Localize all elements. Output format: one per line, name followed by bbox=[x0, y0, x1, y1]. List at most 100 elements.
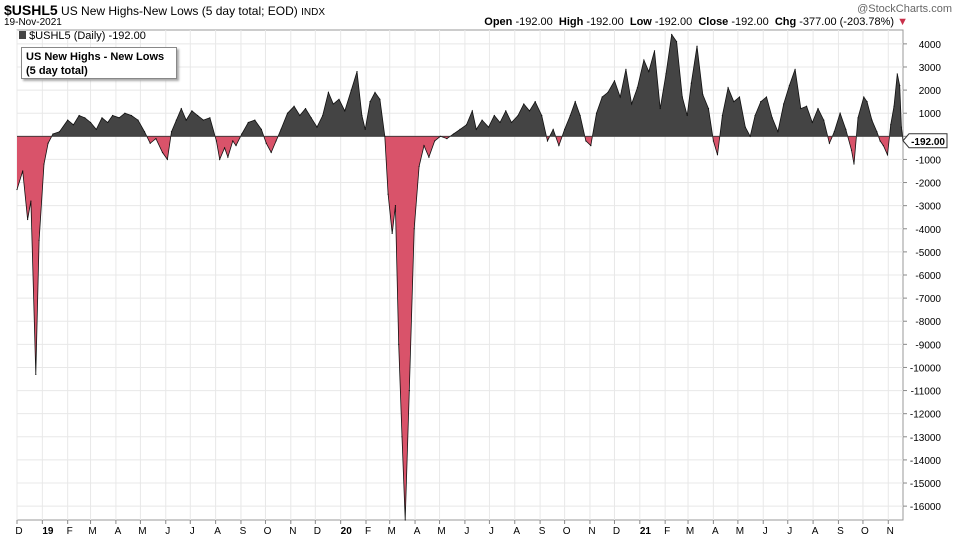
down-arrow-icon: ▼ bbox=[897, 16, 908, 28]
open-value: -192.00 bbox=[515, 16, 553, 28]
data-point bbox=[601, 96, 603, 98]
data-point bbox=[166, 158, 168, 161]
x-tick-label: A bbox=[513, 526, 520, 537]
data-point bbox=[27, 218, 29, 221]
data-point bbox=[590, 144, 592, 147]
y-tick-label: -7000 bbox=[915, 294, 941, 305]
data-point bbox=[232, 140, 234, 142]
data-point bbox=[702, 94, 704, 96]
data-point bbox=[465, 124, 468, 126]
data-point bbox=[350, 89, 352, 91]
chg-value: -377.00 (-203.78%) bbox=[799, 16, 895, 28]
data-point bbox=[800, 107, 802, 110]
data-point bbox=[149, 142, 151, 144]
data-point bbox=[569, 114, 571, 117]
data-point bbox=[607, 91, 609, 94]
data-point bbox=[896, 73, 898, 75]
data-point bbox=[202, 119, 204, 121]
data-point bbox=[574, 101, 576, 103]
data-point bbox=[247, 121, 249, 124]
data-point bbox=[78, 114, 80, 117]
data-point bbox=[716, 154, 719, 156]
legend-line-2: (5 day total) bbox=[26, 65, 88, 77]
x-tick-label: N bbox=[887, 526, 894, 537]
chart-title: $USHL5 US New Highs-New Lows (5 day tota… bbox=[4, 2, 325, 18]
x-tick-label: F bbox=[365, 526, 371, 537]
data-point bbox=[900, 126, 902, 128]
x-tick-label: A bbox=[812, 526, 819, 537]
data-point bbox=[534, 101, 536, 103]
x-tick-label: A bbox=[712, 526, 719, 537]
data-point bbox=[322, 114, 324, 117]
data-point bbox=[564, 128, 566, 130]
legend-box: US New Highs - New Lows (5 day total) bbox=[21, 47, 177, 79]
data-point bbox=[418, 165, 420, 167]
data-point bbox=[696, 45, 698, 47]
data-point bbox=[893, 105, 895, 107]
data-point bbox=[265, 142, 267, 144]
y-tick-label: 3000 bbox=[919, 63, 942, 74]
data-point bbox=[744, 126, 746, 128]
x-tick-label: M bbox=[138, 526, 146, 537]
x-tick-label: A bbox=[414, 526, 421, 537]
data-point bbox=[185, 119, 187, 121]
data-point bbox=[16, 188, 18, 191]
data-point bbox=[391, 232, 393, 234]
low-label: Low bbox=[629, 16, 652, 28]
data-point bbox=[293, 105, 295, 107]
data-point bbox=[316, 126, 318, 128]
data-point bbox=[648, 71, 650, 73]
data-point bbox=[528, 110, 531, 112]
data-point bbox=[137, 119, 139, 121]
data-point bbox=[876, 131, 878, 133]
data-point bbox=[866, 101, 868, 103]
x-tick-label: S bbox=[837, 526, 844, 537]
data-point bbox=[690, 82, 692, 84]
data-point bbox=[170, 131, 173, 133]
data-point bbox=[118, 117, 120, 119]
positive-area bbox=[17, 34, 903, 137]
high-value: -192.00 bbox=[586, 16, 624, 28]
data-point bbox=[452, 133, 455, 135]
x-tick-label: S bbox=[240, 526, 247, 537]
y-tick-label: 4000 bbox=[919, 40, 942, 51]
data-point bbox=[625, 68, 627, 70]
close-label: Close bbox=[698, 16, 729, 28]
symbol-label: $USHL5 bbox=[4, 2, 58, 18]
legend-line-1: US New Highs - New Lows bbox=[26, 51, 165, 63]
x-tick-label: F bbox=[664, 526, 670, 537]
data-point bbox=[794, 68, 796, 70]
data-point bbox=[327, 91, 330, 94]
x-tick-label: M bbox=[437, 526, 445, 537]
last-value-label: -192.00 bbox=[911, 137, 945, 148]
data-point bbox=[839, 112, 841, 114]
x-tick-label: D bbox=[15, 526, 22, 537]
x-tick-label: 20 bbox=[341, 526, 353, 537]
data-point bbox=[107, 121, 109, 124]
data-point bbox=[488, 126, 490, 128]
series-label: $USHL5 (Daily) -192.00 bbox=[19, 30, 146, 42]
data-point bbox=[95, 128, 97, 130]
data-point bbox=[579, 114, 581, 117]
data-point bbox=[124, 112, 126, 114]
data-point bbox=[361, 114, 363, 117]
x-tick-label: M bbox=[686, 526, 694, 537]
data-point bbox=[727, 87, 729, 89]
data-point bbox=[101, 117, 103, 119]
data-point bbox=[857, 117, 859, 119]
y-tick-label: -4000 bbox=[915, 225, 941, 236]
data-point bbox=[175, 119, 177, 121]
data-point bbox=[89, 121, 92, 124]
data-point bbox=[434, 140, 436, 142]
y-tick-label: -11000 bbox=[911, 387, 942, 398]
data-point bbox=[659, 107, 661, 110]
data-point bbox=[619, 96, 621, 98]
data-point bbox=[43, 163, 45, 165]
x-tick-label: J bbox=[165, 526, 170, 537]
data-point bbox=[58, 131, 61, 133]
y-tick-label: -12000 bbox=[910, 410, 942, 421]
data-point bbox=[197, 114, 199, 117]
data-point bbox=[379, 98, 381, 100]
data-point bbox=[738, 96, 741, 98]
